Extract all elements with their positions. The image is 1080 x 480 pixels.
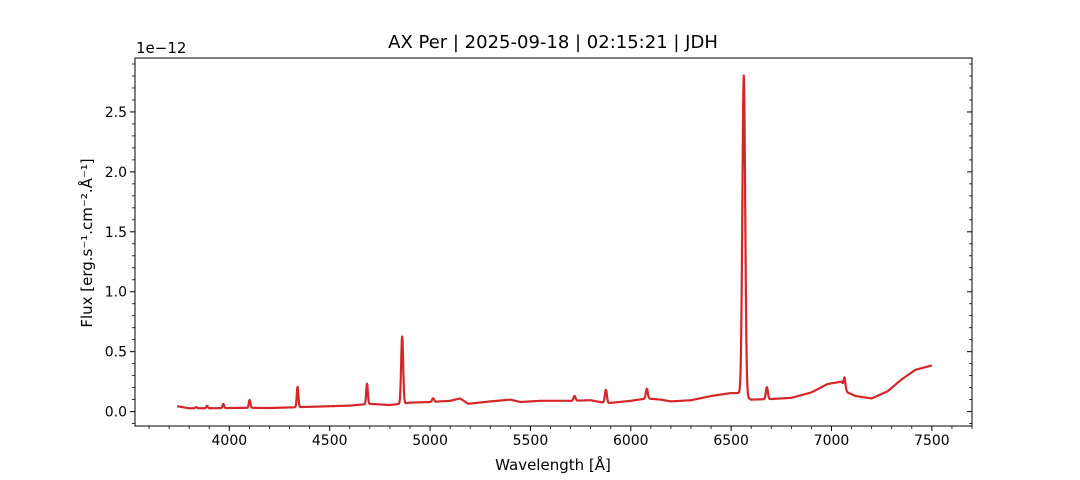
chart-title: AX Per | 2025-09-18 | 02:15:21 | JDH [388, 32, 718, 53]
x-tick-label: 7500 [914, 433, 950, 449]
x-tick-label: 4500 [312, 433, 348, 449]
x-tick-label: 5000 [412, 433, 448, 449]
spectrum-line [176, 74, 933, 410]
y-tick-label: 0.5 [105, 345, 127, 361]
y-tick-label: 1.0 [105, 285, 127, 301]
y-tick-label: 2.0 [105, 165, 127, 181]
x-tick-label: 4000 [212, 433, 248, 449]
tick-layer: 4000 4500 5000 5500 6000 6500 7000 7500 0.0 0.5 1.… [105, 63, 973, 449]
y-tick-label: 2.5 [105, 105, 127, 121]
y-tick-label: 1.5 [105, 225, 127, 241]
x-tick-label: 6000 [613, 433, 649, 449]
y-tick-label: 0.0 [105, 405, 127, 421]
y-axis-label: Flux [erg.s⁻¹.cm⁻².Å⁻¹] [77, 158, 96, 327]
x-axis-label: Wavelength [Å] [495, 455, 611, 474]
x-tick-label: 7000 [814, 433, 850, 449]
plot-area [176, 74, 933, 410]
x-tick-label: 6500 [713, 433, 749, 449]
x-tick-label: 5500 [513, 433, 549, 449]
plot-frame [134, 57, 973, 427]
y-offset-label: 1e−12 [136, 39, 186, 57]
